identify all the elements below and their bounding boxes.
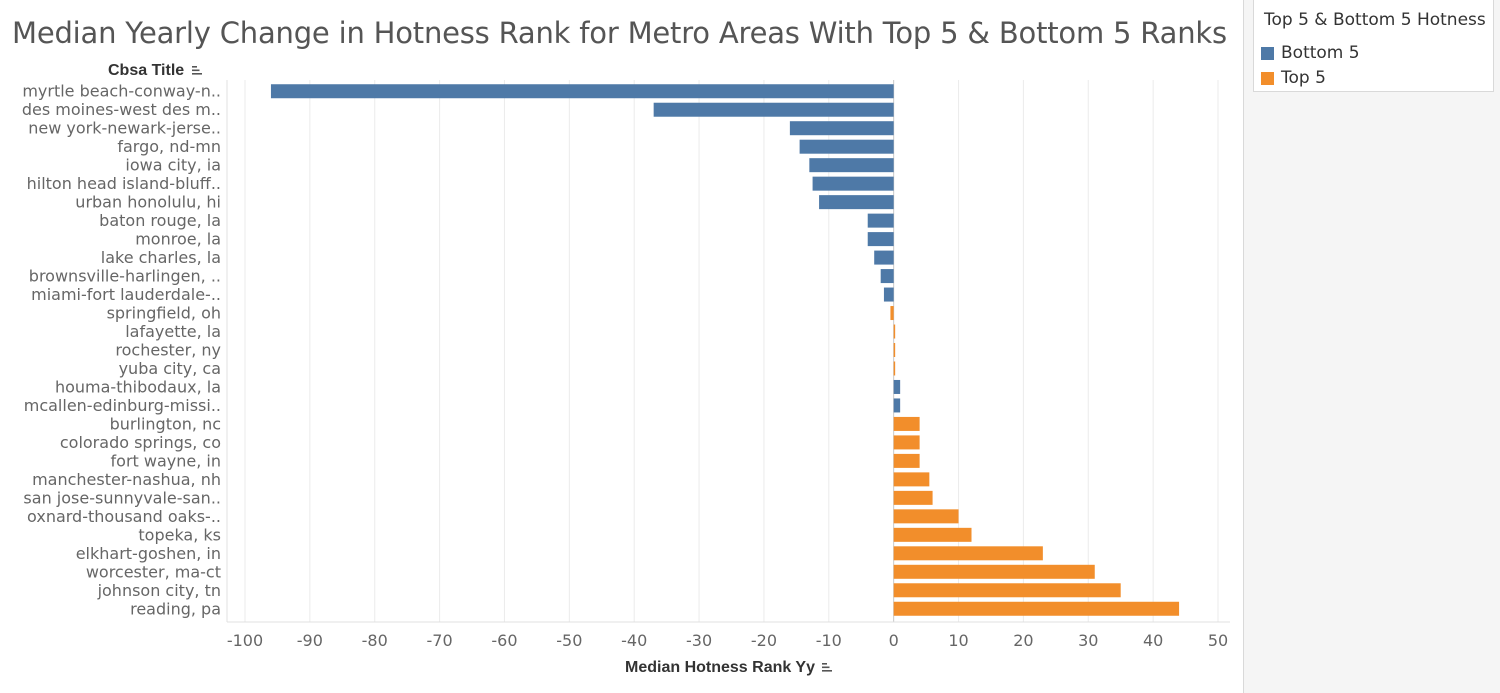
sort-icon[interactable]: [191, 65, 203, 76]
bar[interactable]: [893, 343, 896, 357]
bar[interactable]: [653, 102, 894, 117]
category-label: topeka, ks: [138, 525, 221, 544]
bar[interactable]: [893, 583, 1121, 598]
category-label: monroe, la: [135, 230, 221, 249]
category-label: iowa city, ia: [125, 156, 221, 175]
category-label: colorado springs, co: [60, 433, 221, 452]
category-label: fargo, nd-mn: [117, 137, 221, 156]
category-label: san jose-sunnyvale-san..: [23, 488, 221, 507]
bar[interactable]: [893, 490, 933, 505]
x-tick-label: -90: [297, 631, 323, 650]
bar[interactable]: [867, 232, 894, 247]
bar[interactable]: [883, 287, 894, 302]
row-header-label: Cbsa Title: [108, 62, 185, 79]
category-label: urban honolulu, hi: [75, 193, 221, 212]
x-tick-label: 50: [1208, 631, 1228, 650]
bar[interactable]: [893, 379, 901, 394]
bar[interactable]: [893, 564, 1095, 579]
legend-swatch-top-5: [1261, 72, 1274, 85]
category-label: fort wayne, in: [111, 451, 221, 470]
bar[interactable]: [867, 213, 894, 228]
bar-chart: myrtle beach-conway-n..des moines-west d…: [22, 80, 1230, 650]
bar[interactable]: [893, 398, 901, 413]
category-label: houma-thibodaux, la: [55, 377, 221, 396]
x-tick-label: -100: [227, 631, 263, 650]
bar[interactable]: [789, 121, 894, 136]
sort-icon[interactable]: [822, 662, 833, 673]
legend-label-bottom-5: Bottom 5: [1281, 43, 1360, 63]
chart-title: Median Yearly Change in Hotness Rank for…: [12, 16, 1227, 50]
category-label: myrtle beach-conway-n..: [22, 82, 221, 101]
bar[interactable]: [819, 195, 894, 210]
x-axis-title[interactable]: Median Hotness Rank Yy: [625, 659, 833, 677]
category-label: reading, pa: [130, 599, 221, 618]
category-label: lake charles, la: [101, 248, 221, 267]
category-label: johnson city, tn: [97, 581, 221, 600]
row-header[interactable]: Cbsa Title: [108, 62, 203, 80]
category-label: elkhart-goshen, in: [76, 544, 221, 563]
bar[interactable]: [799, 139, 894, 154]
category-label: mcallen-edinburg-missi..: [24, 396, 221, 415]
legend-swatch-bottom-5: [1261, 47, 1274, 60]
bar[interactable]: [893, 472, 930, 487]
x-tick-label: -50: [556, 631, 582, 650]
legend-title: Top 5 & Bottom 5 Hotness: [1264, 10, 1486, 30]
bar[interactable]: [893, 361, 896, 376]
legend: Top 5 & Bottom 5 Hotness Bottom 5 Top 5: [1253, 0, 1494, 92]
x-tick-label: -30: [686, 631, 712, 650]
category-label: lafayette, la: [125, 322, 221, 341]
bar[interactable]: [890, 306, 894, 321]
category-label: rochester, ny: [115, 341, 221, 360]
bar[interactable]: [893, 324, 896, 339]
x-tick-label: -20: [751, 631, 777, 650]
x-tick-label: -60: [491, 631, 517, 650]
category-label: oxnard-thousand oaks-..: [27, 507, 221, 526]
x-tick-label: 20: [1013, 631, 1033, 650]
bar[interactable]: [893, 453, 920, 468]
side-panel: [1243, 0, 1500, 693]
x-tick-label: -10: [816, 631, 842, 650]
bar[interactable]: [880, 269, 894, 284]
x-tick-label: 40: [1143, 631, 1163, 650]
bar[interactable]: [893, 435, 920, 450]
legend-label-top-5: Top 5: [1281, 68, 1326, 88]
bar[interactable]: [893, 601, 1180, 616]
category-label: springfield, oh: [107, 304, 221, 323]
bar[interactable]: [874, 250, 894, 265]
category-label: manchester-nashua, nh: [32, 470, 221, 489]
category-label: new york-newark-jerse..: [28, 119, 221, 138]
x-tick-label: -80: [362, 631, 388, 650]
x-tick-label: -40: [621, 631, 647, 650]
category-label: miami-fort lauderdale-..: [31, 285, 221, 304]
category-label: worcester, ma-ct: [86, 562, 221, 581]
x-tick-label: 0: [889, 631, 899, 650]
x-axis-title-label: Median Hotness Rank Yy: [625, 659, 815, 676]
bar[interactable]: [893, 416, 920, 431]
category-label: des moines-west des m..: [22, 100, 221, 119]
category-label: burlington, nc: [110, 414, 221, 433]
x-tick-label: -70: [427, 631, 453, 650]
x-tick-label: 10: [948, 631, 968, 650]
category-label: brownsville-harlingen, ..: [29, 267, 221, 286]
category-label: yuba city, ca: [119, 359, 221, 378]
x-tick-label: 30: [1078, 631, 1098, 650]
bar[interactable]: [893, 546, 1043, 561]
bar[interactable]: [270, 84, 894, 99]
bar[interactable]: [812, 176, 894, 191]
bar[interactable]: [893, 527, 972, 542]
bar[interactable]: [809, 158, 894, 173]
bar[interactable]: [893, 509, 959, 524]
category-label: hilton head island-bluff..: [27, 174, 221, 193]
category-label: baton rouge, la: [99, 211, 221, 230]
